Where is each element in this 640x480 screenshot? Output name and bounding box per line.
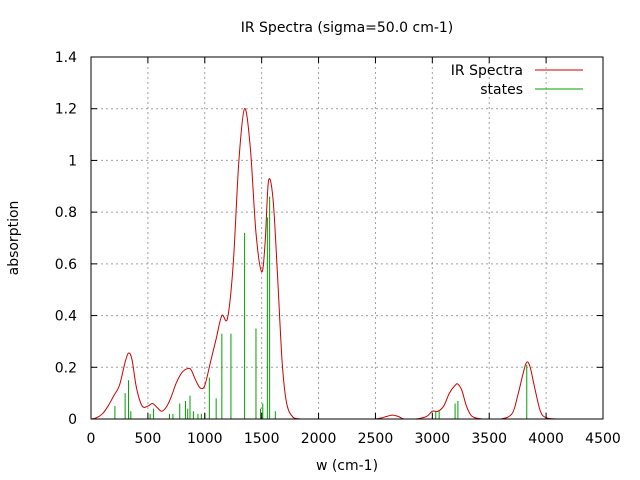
y-tick-label: 1.2 (55, 102, 77, 118)
x-tick-label: 3000 (415, 431, 451, 447)
y-tick-label: 0.6 (55, 257, 77, 273)
y-axis-label: absorption (6, 201, 22, 276)
x-axis-label: w (cm-1) (316, 458, 378, 474)
y-tick-label: 0.4 (55, 309, 77, 325)
x-tick-label: 500 (135, 431, 162, 447)
chart-title: IR Spectra (sigma=50.0 cm-1) (241, 20, 454, 36)
y-tick-label: 1 (68, 153, 77, 169)
y-tick-label: 1.4 (55, 50, 77, 66)
x-tick-label: 0 (87, 431, 96, 447)
x-tick-label: 1500 (244, 431, 280, 447)
x-tick-label: 3500 (471, 431, 507, 447)
legend-label-states: states (480, 82, 523, 98)
tick-layer: 0 500 1000 1500 2000 2500 3000 3500 4000 4500 0 0.2… (55, 50, 621, 447)
x-tick-label: 4000 (528, 431, 564, 447)
legend: IR Spectra states (451, 63, 583, 98)
x-tick-label: 2500 (358, 431, 394, 447)
x-tick-label: 2000 (301, 431, 337, 447)
y-tick-label: 0 (68, 412, 77, 428)
y-tick-label: 0.2 (55, 360, 77, 376)
legend-label-ir-spectra: IR Spectra (451, 63, 523, 79)
grid-layer (91, 57, 603, 419)
x-tick-label: 1000 (187, 431, 223, 447)
plot-frame (90, 56, 604, 420)
x-tick-label: 4500 (585, 431, 621, 447)
y-tick-label: 0.8 (55, 205, 77, 221)
